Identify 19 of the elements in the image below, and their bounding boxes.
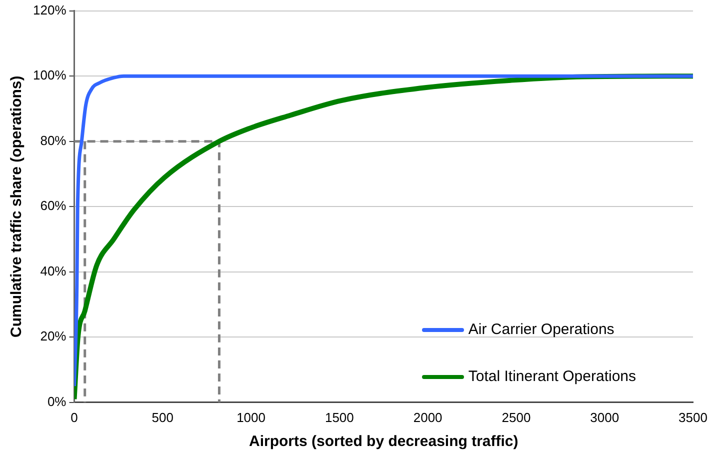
- x-tick-label: 1000: [236, 410, 266, 425]
- y-tick-label: 0%: [47, 394, 67, 409]
- y-tick-label: 60%: [40, 198, 67, 214]
- x-tick-label: 2500: [502, 410, 531, 425]
- y-tick-label: 100%: [33, 68, 67, 83]
- x-tick-label: 500: [152, 410, 174, 425]
- y-axis-title: Cumulative traffic share (operations): [8, 76, 26, 338]
- x-tick-label: 3000: [590, 410, 620, 425]
- y-tick-label: 120%: [33, 2, 67, 18]
- x-axis-title: Airports (sorted by decreasing traffic): [249, 433, 518, 450]
- y-tick-label: 40%: [40, 263, 67, 278]
- y-tick-label: 20%: [40, 328, 67, 344]
- x-tick-label: 0: [70, 410, 78, 425]
- x-tick-label: 3500: [678, 410, 708, 425]
- legend-label: Total Itinerant Operations: [468, 368, 636, 385]
- x-tick-label: 1500: [324, 410, 354, 425]
- x-tick-label: 2000: [413, 410, 442, 425]
- y-tick-label: 80%: [40, 132, 67, 148]
- legend-label: Air Carrier Operations: [468, 321, 614, 338]
